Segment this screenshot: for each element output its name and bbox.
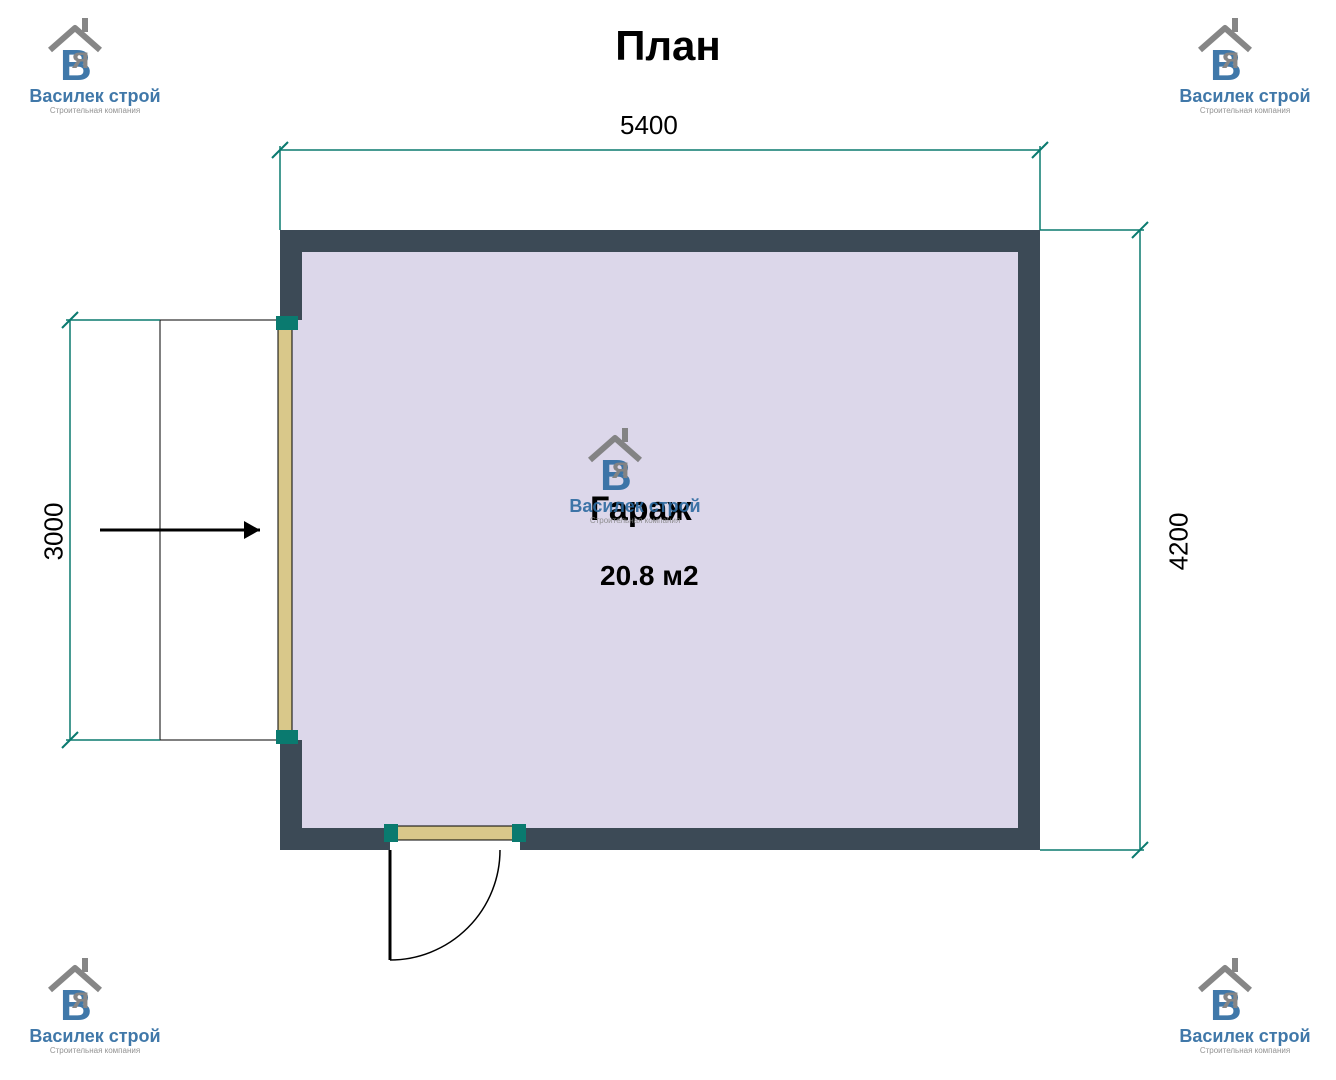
dim-gate-label: 3000 xyxy=(38,503,69,561)
dim-width-label: 5400 xyxy=(620,110,678,141)
floorplan-canvas: План 5400 4200 3000 Гараж 20.8 м2 В я Ва… xyxy=(0,0,1336,1080)
room-area: 20.8 м2 xyxy=(600,560,699,592)
dim-height-label: 4200 xyxy=(1163,513,1194,571)
room-name: Гараж xyxy=(590,490,692,529)
plan-drawing xyxy=(0,0,1336,1080)
